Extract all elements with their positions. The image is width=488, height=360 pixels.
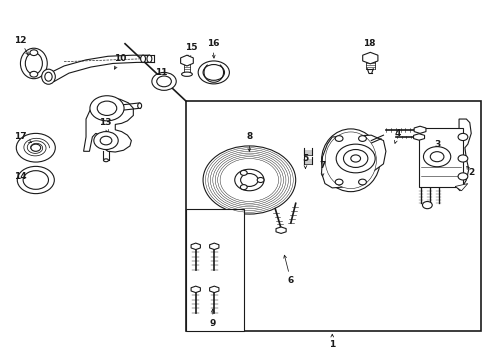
- Polygon shape: [413, 134, 424, 140]
- Circle shape: [23, 171, 48, 189]
- Text: 2: 2: [467, 168, 473, 177]
- Circle shape: [17, 166, 54, 194]
- Text: 3: 3: [433, 140, 439, 149]
- Circle shape: [240, 174, 258, 186]
- Text: 4: 4: [394, 129, 401, 138]
- Circle shape: [422, 202, 431, 209]
- Polygon shape: [191, 243, 200, 249]
- Circle shape: [30, 50, 38, 55]
- Circle shape: [203, 64, 224, 80]
- Circle shape: [31, 144, 41, 151]
- Bar: [185, 101, 480, 330]
- Circle shape: [343, 149, 367, 167]
- Circle shape: [97, 101, 117, 116]
- Circle shape: [240, 185, 246, 190]
- Ellipse shape: [103, 159, 108, 162]
- Circle shape: [334, 179, 342, 185]
- Bar: [418, 128, 462, 187]
- Text: 7: 7: [319, 161, 325, 170]
- Circle shape: [94, 132, 118, 149]
- Ellipse shape: [321, 129, 379, 192]
- Polygon shape: [454, 184, 467, 191]
- Polygon shape: [321, 135, 385, 188]
- Circle shape: [234, 169, 264, 191]
- Circle shape: [90, 96, 124, 121]
- Text: 10: 10: [114, 54, 126, 63]
- Ellipse shape: [20, 48, 47, 79]
- Polygon shape: [209, 286, 219, 293]
- Circle shape: [358, 179, 366, 185]
- Circle shape: [350, 155, 360, 162]
- Text: 16: 16: [206, 39, 219, 48]
- Text: 12: 12: [14, 36, 26, 45]
- Circle shape: [152, 72, 176, 90]
- Text: 1: 1: [328, 341, 335, 350]
- Ellipse shape: [325, 132, 376, 189]
- Circle shape: [16, 134, 55, 162]
- Polygon shape: [209, 243, 219, 249]
- Circle shape: [240, 170, 246, 175]
- Ellipse shape: [141, 55, 145, 62]
- Text: 17: 17: [14, 132, 26, 141]
- Polygon shape: [362, 52, 377, 64]
- Polygon shape: [83, 98, 133, 152]
- Circle shape: [423, 147, 450, 167]
- Circle shape: [157, 76, 171, 87]
- Text: 5: 5: [302, 154, 308, 163]
- Text: 13: 13: [99, 118, 112, 127]
- Circle shape: [429, 152, 443, 162]
- Ellipse shape: [138, 103, 142, 108]
- Circle shape: [100, 136, 112, 145]
- Ellipse shape: [181, 72, 192, 76]
- Circle shape: [457, 134, 467, 140]
- Circle shape: [30, 71, 38, 77]
- Ellipse shape: [41, 69, 55, 84]
- Circle shape: [358, 136, 366, 141]
- Text: 6: 6: [287, 276, 293, 285]
- Circle shape: [198, 61, 229, 84]
- Text: 14: 14: [14, 172, 26, 181]
- Circle shape: [457, 173, 467, 180]
- Polygon shape: [180, 55, 193, 66]
- Bar: [185, 209, 244, 330]
- Circle shape: [335, 144, 374, 173]
- Text: 18: 18: [362, 39, 374, 48]
- Text: 15: 15: [184, 43, 197, 52]
- Circle shape: [203, 146, 295, 214]
- Circle shape: [334, 136, 342, 141]
- Ellipse shape: [147, 55, 152, 62]
- Circle shape: [257, 177, 264, 183]
- Polygon shape: [275, 227, 285, 233]
- Polygon shape: [453, 119, 470, 191]
- Polygon shape: [191, 286, 200, 293]
- Ellipse shape: [45, 72, 52, 81]
- Text: 8: 8: [246, 132, 252, 141]
- Polygon shape: [413, 126, 425, 134]
- Ellipse shape: [25, 53, 42, 74]
- Circle shape: [457, 155, 467, 162]
- Text: 11: 11: [155, 68, 167, 77]
- Text: 9: 9: [209, 319, 216, 328]
